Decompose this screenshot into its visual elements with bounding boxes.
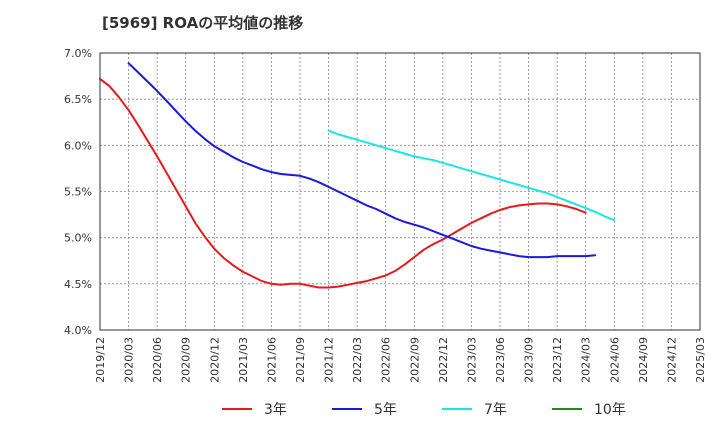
x-tick-label: 2020/03 bbox=[123, 337, 136, 383]
y-tick-label: 4.0% bbox=[64, 324, 92, 337]
series-line bbox=[127, 62, 597, 259]
x-tick-label: 2024/12 bbox=[665, 337, 678, 383]
y-tick-label: 6.0% bbox=[64, 139, 92, 152]
x-tick-label: 2021/06 bbox=[265, 337, 278, 383]
y-tick-label: 4.5% bbox=[64, 278, 92, 291]
x-tick-label: 2023/12 bbox=[551, 337, 564, 383]
x-tick-label: 2024/09 bbox=[637, 337, 650, 383]
x-tick-label: 2023/09 bbox=[523, 337, 536, 383]
x-tick-label: 2023/06 bbox=[494, 337, 507, 383]
legend: 3年 5年 7年 10年 bbox=[222, 402, 626, 418]
x-tick-label: 2020/12 bbox=[208, 337, 221, 383]
plot-frame bbox=[99, 52, 701, 331]
legend-label: 5年 bbox=[374, 402, 397, 418]
x-tick-label: 2022/06 bbox=[380, 337, 393, 383]
x-tick-label: 2022/03 bbox=[351, 337, 364, 383]
x-tick-label: 2020/06 bbox=[151, 337, 164, 383]
x-axis-ticks: 2019/12 2020/03 2020/06 2020/09 2020/12 2021/… bbox=[94, 337, 707, 383]
chart-title: [5969] ROAの平均値の推移 bbox=[102, 14, 304, 32]
x-tick-label: 2025/03 bbox=[694, 337, 707, 383]
x-tick-label: 2021/12 bbox=[323, 337, 336, 383]
x-tick-label: 2023/03 bbox=[465, 337, 478, 383]
x-tick-label: 2024/06 bbox=[608, 337, 621, 383]
x-tick-label: 2021/09 bbox=[294, 337, 307, 383]
y-tick-label: 6.5% bbox=[64, 93, 92, 106]
x-tick-label: 2021/03 bbox=[237, 337, 250, 383]
y-axis-ticks: 4.0% 4.5% 5.0% 5.5% 6.0% 6.5% 7.0% bbox=[64, 47, 92, 337]
series-line bbox=[99, 77, 587, 289]
x-tick-label: 2019/12 bbox=[94, 337, 107, 383]
legend-label: 7年 bbox=[484, 402, 507, 418]
x-tick-label: 2020/09 bbox=[180, 337, 193, 383]
x-tick-label: 2022/12 bbox=[437, 337, 450, 383]
y-tick-label: 5.5% bbox=[64, 186, 92, 199]
series-line bbox=[327, 129, 616, 222]
y-tick-label: 7.0% bbox=[64, 47, 92, 60]
legend-label: 3年 bbox=[264, 402, 287, 418]
legend-label: 10年 bbox=[594, 402, 626, 418]
y-tick-label: 5.0% bbox=[64, 232, 92, 245]
x-tick-label: 2024/03 bbox=[580, 337, 593, 383]
series-layer bbox=[99, 62, 616, 289]
grid-layer bbox=[100, 53, 700, 330]
x-tick-label: 2022/09 bbox=[408, 337, 421, 383]
